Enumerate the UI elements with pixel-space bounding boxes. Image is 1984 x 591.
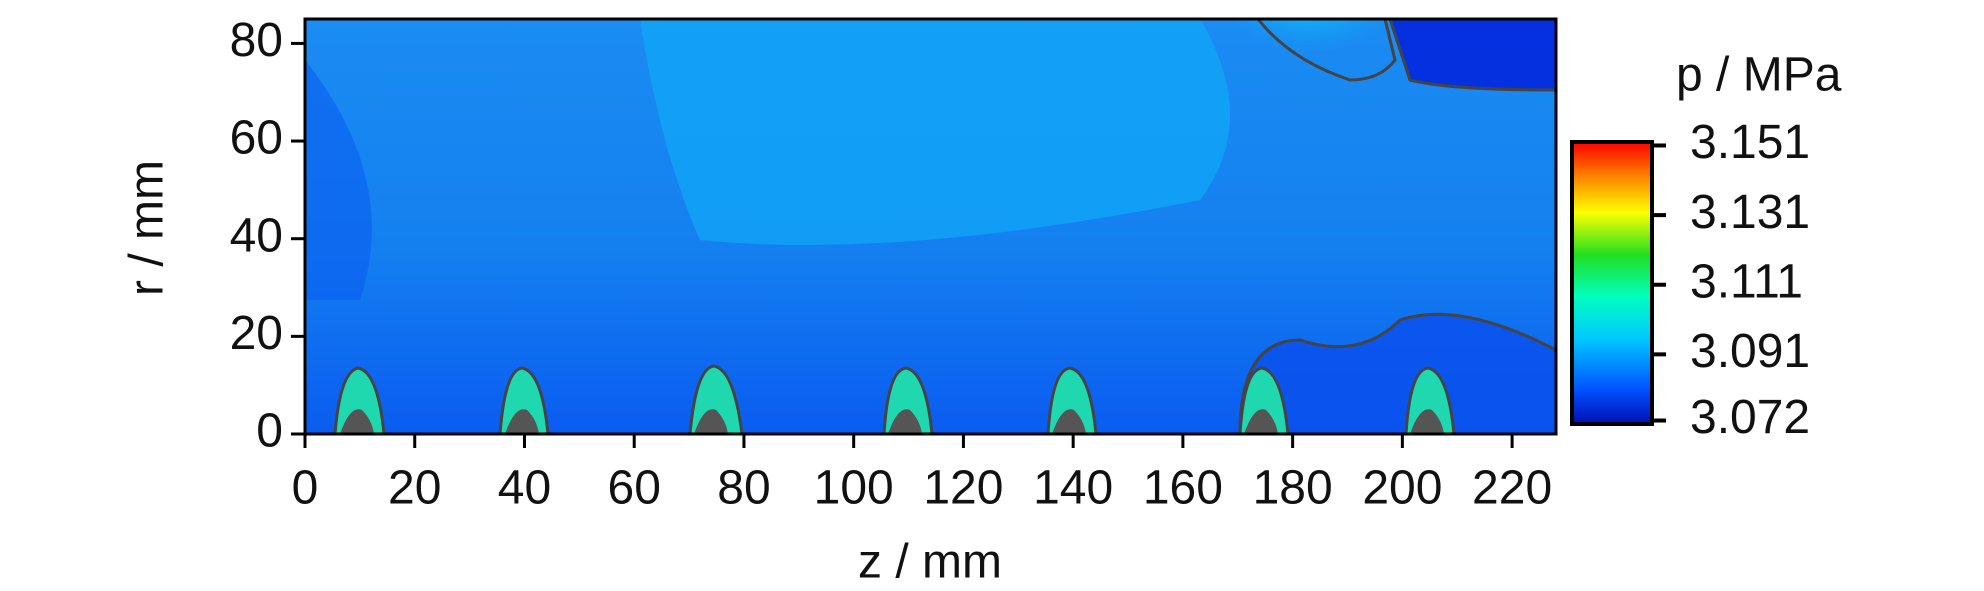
x-tick-label: 200 [1362,462,1442,515]
x-tick-label: 60 [608,462,661,515]
x-tick-label: 0 [292,462,319,515]
colorbar-tick-label: 3.072 [1690,391,1810,444]
x-tick-label: 140 [1033,462,1113,515]
contour-field [305,19,1556,434]
colorbar-title: p / MPa [1676,49,1842,102]
plot-frame [303,17,1558,436]
y-tick-label: 0 [256,405,283,458]
colorbar-tick-label: 3.151 [1690,116,1810,169]
x-tick-label: 100 [814,462,894,515]
jet-blobs [333,364,1456,434]
colorbar-tick-label: 3.131 [1690,186,1810,239]
y-axis-label: r / mm [121,160,174,296]
x-tick-label: 80 [717,462,770,515]
x-tick-label: 120 [923,462,1003,515]
x-tick-label: 20 [388,462,441,515]
y-tick-label: 40 [230,209,283,262]
colorbar-tick-label: 3.111 [1690,255,1803,308]
x-tick-label: 180 [1253,462,1333,515]
x-axis-label: z / mm [858,536,1002,589]
colorbar [1570,140,1654,426]
colorbar-tick-label: 3.091 [1690,325,1810,378]
y-tick-label: 60 [230,112,283,165]
x-tick-label: 160 [1143,462,1223,515]
x-tick-label: 40 [498,462,551,515]
y-tick-label: 80 [230,14,283,67]
y-tick-label: 20 [230,307,283,360]
x-tick-label: 220 [1472,462,1552,515]
